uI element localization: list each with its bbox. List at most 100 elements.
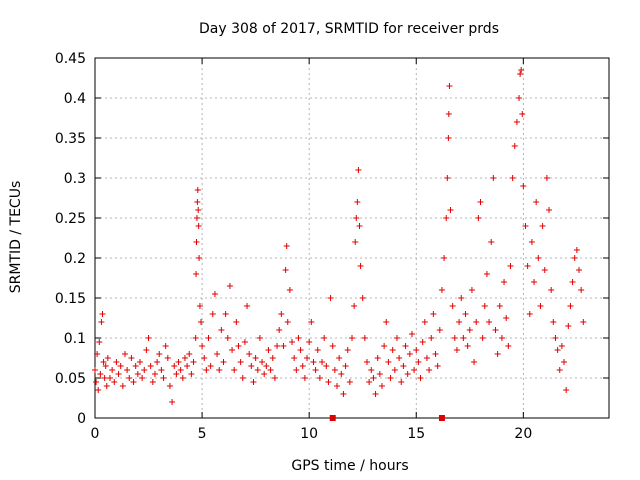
data-point [524,263,531,269]
data-point [263,363,270,369]
data-point [316,375,323,381]
data-point [368,367,375,373]
data-point [184,363,191,369]
data-point [139,375,146,381]
x-tick-label: 10 [300,426,318,442]
data-point [481,303,488,309]
data-point [466,327,473,333]
data-point [193,271,200,277]
data-point [226,283,233,289]
data-point [449,303,456,309]
y-tick-label: 0.2 [64,251,86,267]
data-point [539,223,546,229]
data-point [239,375,246,381]
data-point [561,359,568,365]
y-tick-label: 0.35 [55,131,86,147]
data-point [483,271,490,277]
data-point [158,367,165,373]
data-point [426,367,433,373]
data-point [101,375,108,381]
data-point [402,343,409,349]
data-point [353,215,360,221]
data-point [99,311,106,317]
data-point [205,335,212,341]
data-point [453,347,460,353]
data-point [501,279,508,285]
data-point [209,311,216,317]
data-point [151,371,158,377]
data-point [156,351,163,357]
data-point [308,319,315,325]
data-point [289,339,296,345]
data-point [306,339,313,345]
data-point [113,359,120,365]
data-point [411,367,418,373]
data-point [214,351,221,357]
x-axis: 0 5 10 15 20 [91,58,532,442]
data-point [130,379,137,385]
data-point [195,223,202,229]
data-point [541,267,548,273]
data-point [419,339,426,345]
data-point [224,335,231,341]
data-point [517,71,524,77]
data-point [124,367,131,373]
data-point [235,343,242,349]
data-point [488,239,495,245]
data-point [441,255,448,261]
data-point [199,343,206,349]
data-point [111,379,118,385]
data-point [241,339,248,345]
data-point [201,355,208,361]
data-point [432,351,439,357]
data-point [505,343,512,349]
data-point [563,387,570,393]
data-point [154,359,161,365]
data-point [132,363,139,369]
data-point [490,175,497,181]
data-point [398,379,405,385]
data-point [519,111,526,117]
data-point [259,359,266,365]
y-tick-label: 0.45 [55,51,86,67]
data-point [229,347,236,353]
data-point [509,175,516,181]
data-point [445,135,452,141]
y-tick-label: 0.3 [64,171,86,187]
data-point [301,375,308,381]
data-point [283,243,290,249]
data-point [554,347,561,353]
y-axis: 0 0.05 0.1 0.15 0.2 0.25 0.3 0.35 0.4 0.45 [55,51,609,427]
data-point [164,355,171,361]
data-point [361,335,368,341]
data-point [220,359,227,365]
data-point [396,355,403,361]
data-point [196,303,203,309]
data-point [518,67,525,73]
data-point [190,359,197,365]
data-point [344,347,351,353]
data-point [417,375,424,381]
data-point [423,355,430,361]
data-point [141,367,148,373]
data-point [193,215,200,221]
data-point [415,359,422,365]
x-axis-label: GPS time / hours [291,458,408,474]
data-point [119,383,126,389]
data-point [203,367,210,373]
data-point [507,263,514,269]
data-point [473,319,480,325]
data-point [177,367,184,373]
data-point [573,247,580,253]
data-point [325,379,332,385]
data-point [276,327,283,333]
data-point [456,319,463,325]
data-point [160,375,167,381]
data-point [336,355,343,361]
data-point [103,383,110,389]
data-point [356,223,363,229]
x-tick-label: 0 [91,426,100,442]
data-point [171,363,178,369]
data-point [299,363,306,369]
